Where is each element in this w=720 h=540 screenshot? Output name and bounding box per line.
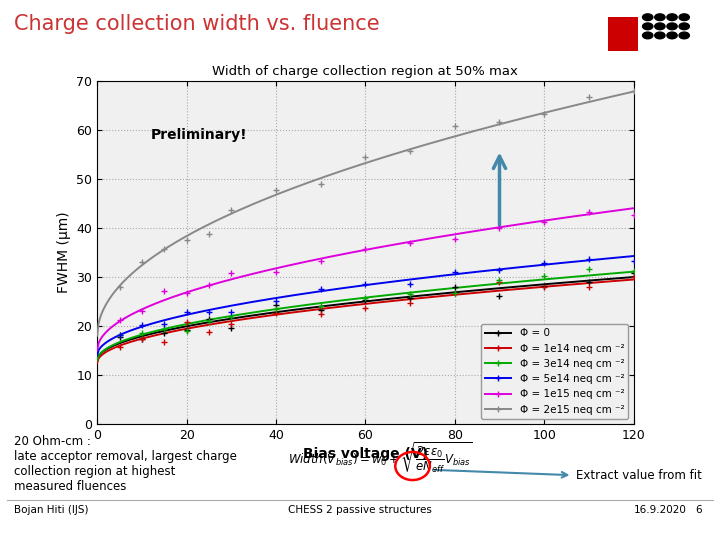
- Circle shape: [642, 32, 653, 39]
- Circle shape: [654, 23, 665, 30]
- Circle shape: [642, 23, 653, 30]
- Circle shape: [667, 14, 678, 21]
- Text: CHESS 2 passive structures: CHESS 2 passive structures: [288, 505, 432, 515]
- Text: $Width(V_{bias}) = w_0 + \sqrt{\dfrac{2\varepsilon\varepsilon_0}{eN_{eff}}V_{bia: $Width(V_{bias}) = w_0 + \sqrt{\dfrac{2\…: [288, 440, 473, 475]
- Circle shape: [667, 32, 678, 39]
- Title: Width of charge collection region at 50% max: Width of charge collection region at 50%…: [212, 65, 518, 78]
- Text: 16.9.2020: 16.9.2020: [634, 505, 686, 515]
- Y-axis label: FWHM (μm): FWHM (μm): [57, 212, 71, 293]
- Text: Charge collection width vs. fluence: Charge collection width vs. fluence: [14, 14, 380, 33]
- Text: Extract value from fit: Extract value from fit: [576, 469, 702, 482]
- Circle shape: [679, 23, 689, 30]
- X-axis label: Bias voltage (V): Bias voltage (V): [303, 447, 428, 461]
- Circle shape: [642, 14, 653, 21]
- Text: 6: 6: [696, 505, 702, 515]
- Legend: Φ = 0, Φ = 1e14 neq cm ⁻², Φ = 3e14 neq cm ⁻², Φ = 5e14 neq cm ⁻², Φ = 1e15 neq : Φ = 0, Φ = 1e14 neq cm ⁻², Φ = 3e14 neq …: [481, 325, 629, 418]
- Text: Preliminary!: Preliminary!: [151, 129, 248, 143]
- Circle shape: [667, 23, 678, 30]
- Circle shape: [654, 14, 665, 21]
- Text: Bojan Hiti (IJS): Bojan Hiti (IJS): [14, 505, 89, 515]
- Circle shape: [654, 32, 665, 39]
- Circle shape: [679, 32, 689, 39]
- Text: 20 Ohm-cm :
late acceptor removal, largest charge
collection region at highest
m: 20 Ohm-cm : late acceptor removal, large…: [14, 435, 238, 492]
- Circle shape: [679, 14, 689, 21]
- Bar: [608, 17, 639, 51]
